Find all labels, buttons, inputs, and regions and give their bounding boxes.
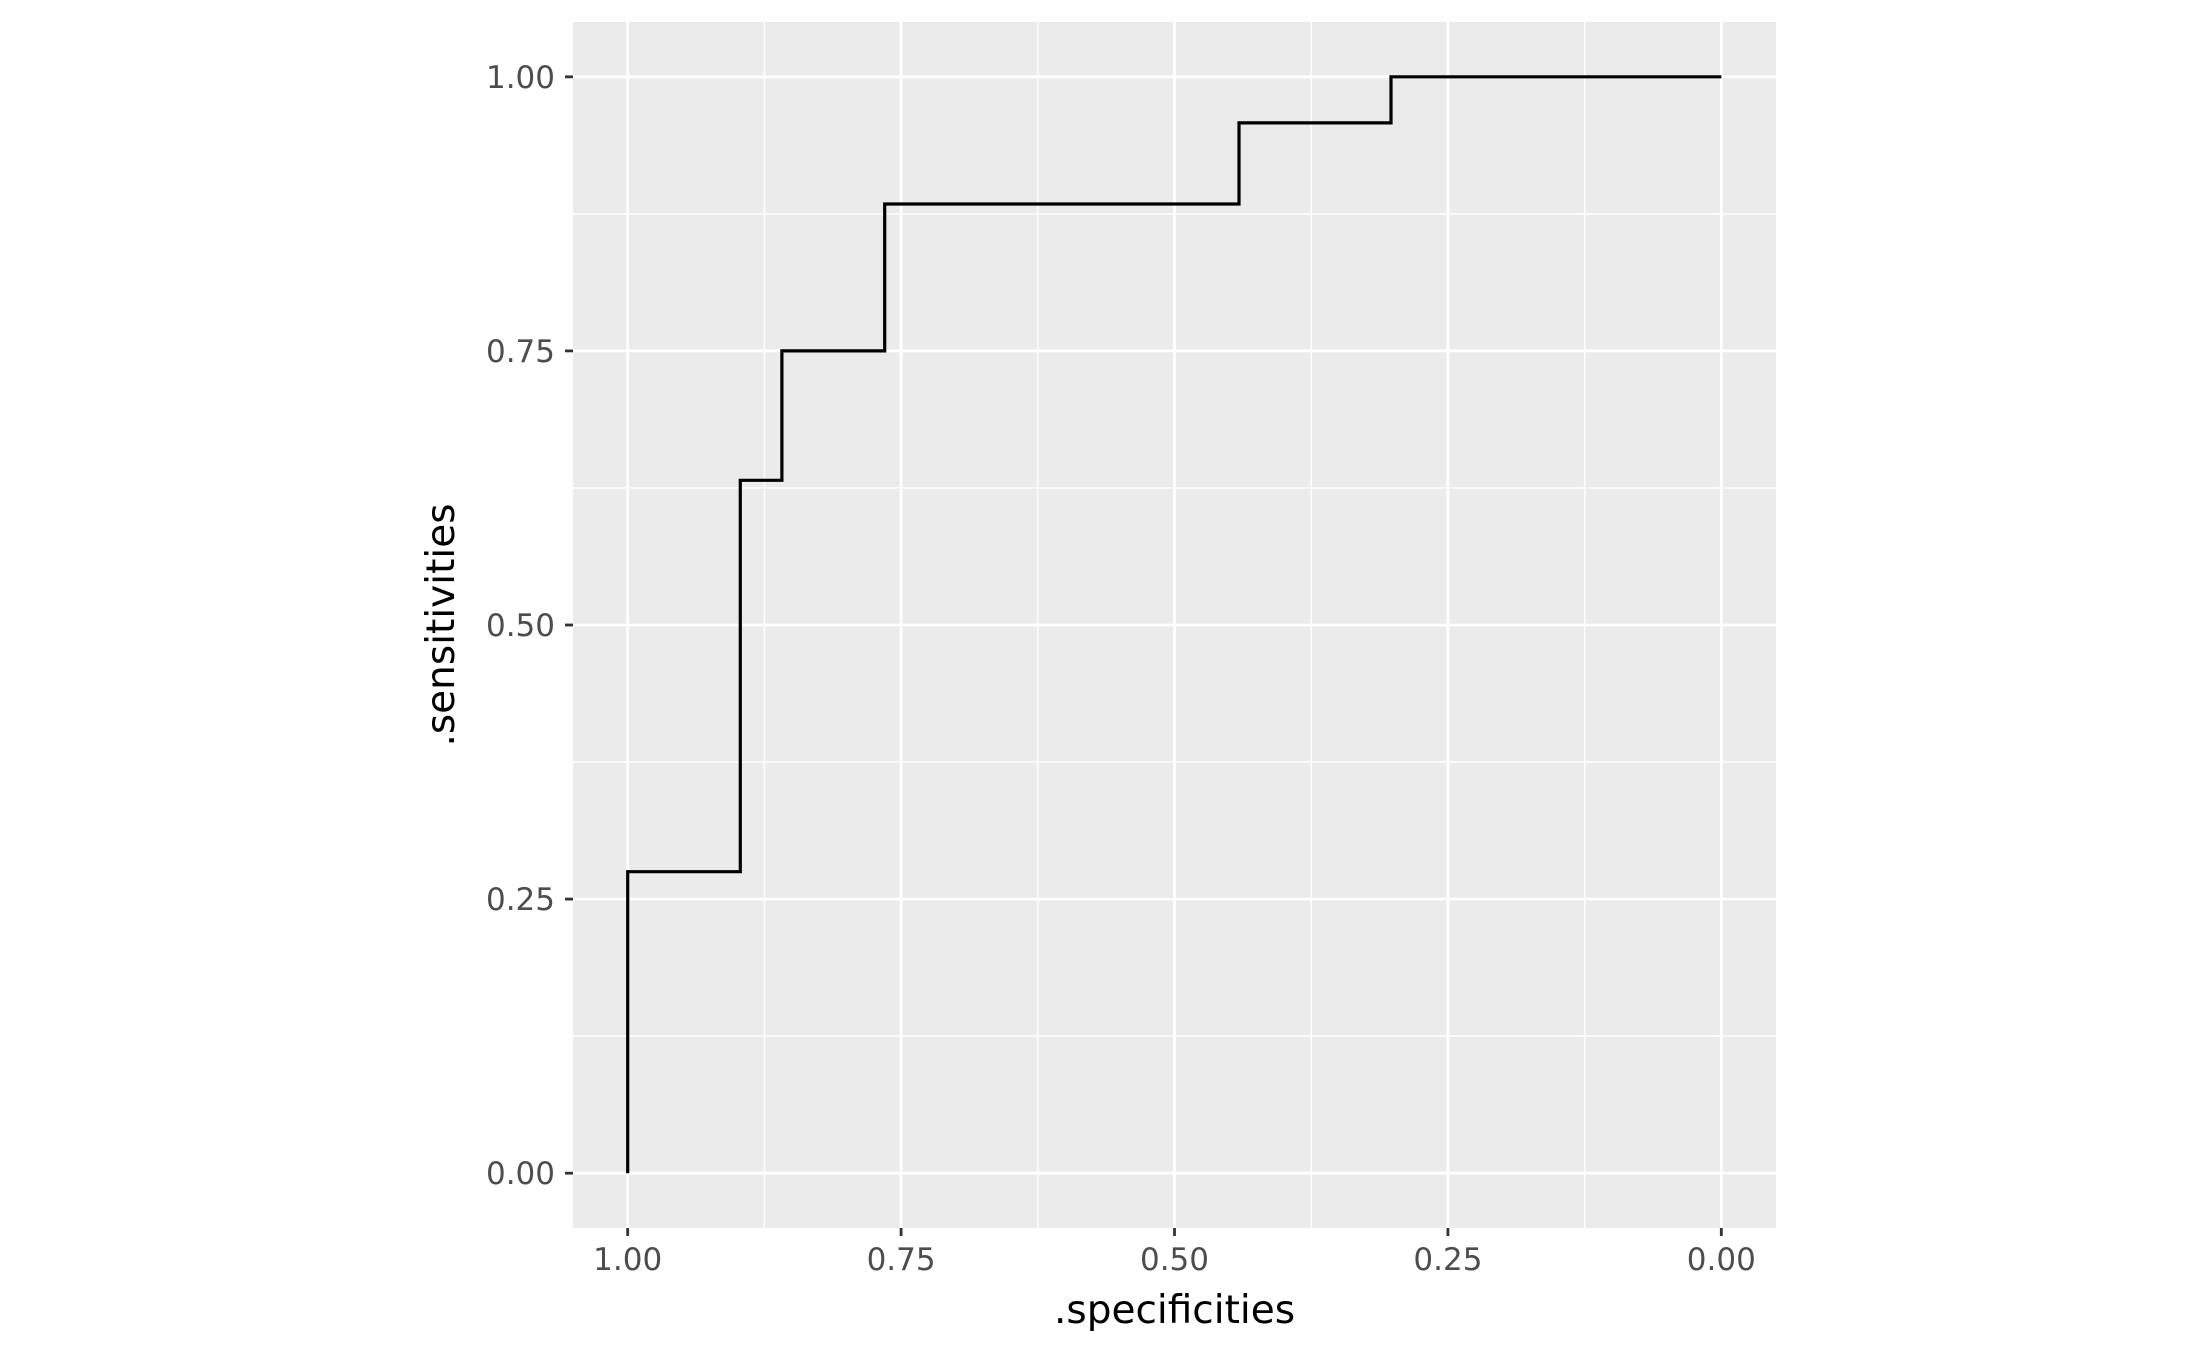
y-tick-label: 1.00 [486, 60, 555, 96]
y-axis-title: .sensitivities [419, 503, 464, 746]
grid-lines [573, 22, 1776, 1228]
x-tick-label: 0.50 [1140, 1242, 1209, 1278]
y-tick-label: 0.50 [486, 608, 555, 644]
x-tick-label: 0.25 [1413, 1242, 1482, 1278]
x-tick-label: 1.00 [593, 1242, 662, 1278]
y-tick-label: 0.25 [486, 882, 555, 918]
y-axis: 0.00 0.25 0.50 0.75 1.00 [486, 60, 573, 1192]
x-axis-title: .specificities [1054, 1288, 1295, 1333]
roc-step-line [626, 75, 1722, 1174]
roc-curve [626, 75, 1722, 1174]
x-axis: 1.00 0.75 0.50 0.25 0.00 [593, 1228, 1756, 1278]
x-tick-label: 0.00 [1687, 1242, 1756, 1278]
x-tick-label: 0.75 [867, 1242, 936, 1278]
y-tick-label: 0.00 [486, 1156, 555, 1192]
y-tick-label: 0.75 [486, 334, 555, 370]
